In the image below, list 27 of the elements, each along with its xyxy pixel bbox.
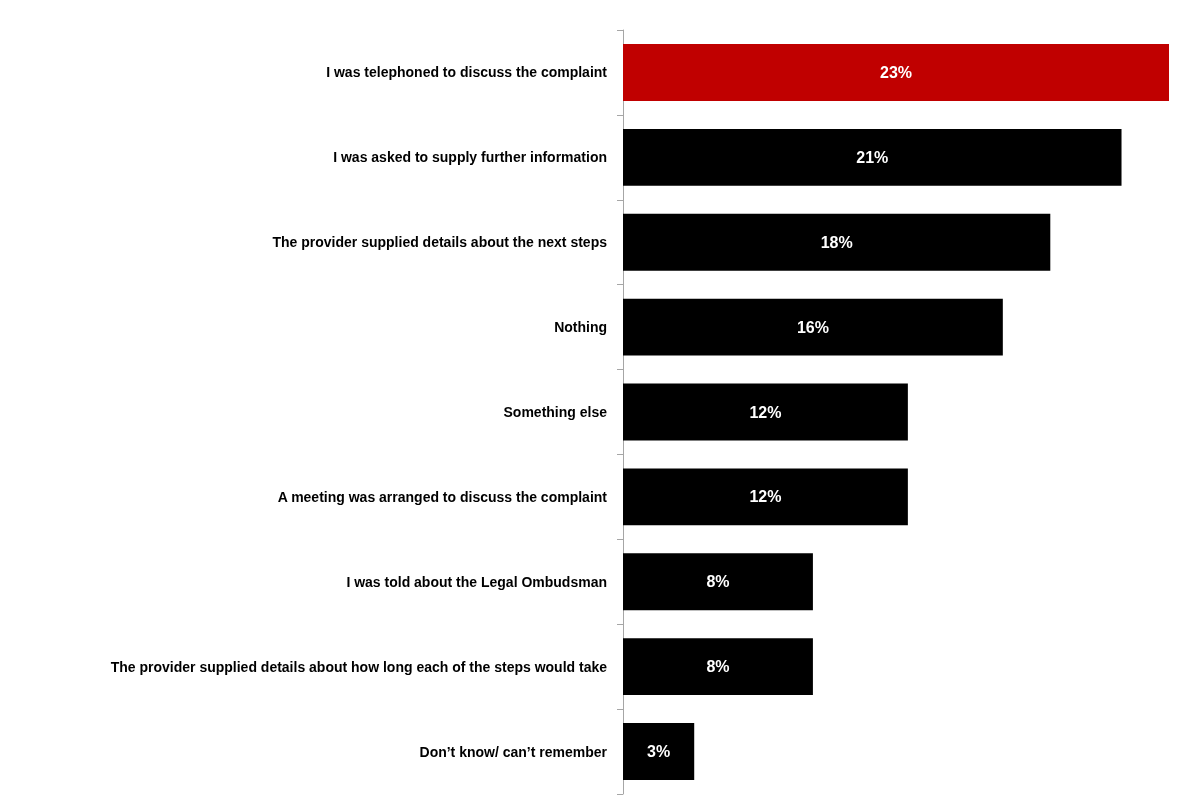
data-label: 16% (796, 318, 829, 336)
y-tick-label: A meeting was arranged to discuss the complaint (277, 488, 608, 505)
bar (623, 553, 813, 611)
data-label: 21% (856, 148, 889, 166)
bar (623, 128, 1122, 186)
data-label: 23% (879, 63, 913, 81)
y-tick-label: The provider supplied details about the next steps (272, 234, 608, 251)
y-tick-label: I was telephoned to discuss the complaint (326, 64, 608, 81)
data-label: 8% (706, 658, 730, 676)
y-tick-label: Don’t know/ can’t remember (419, 743, 608, 760)
bar (623, 468, 908, 526)
bar (623, 723, 695, 780)
y-tick-label: Nothing (554, 319, 607, 336)
bar (623, 638, 813, 696)
data-label: 12% (749, 403, 782, 421)
data-label: 8% (706, 573, 730, 591)
bar (623, 44, 1169, 101)
bar (623, 213, 1051, 271)
y-tick-label: The provider supplied details about how long each of the steps would take (110, 658, 608, 675)
data-label: 18% (820, 233, 853, 251)
data-label: 12% (749, 488, 782, 506)
bar (623, 383, 908, 441)
data-label: 3% (647, 743, 671, 761)
y-tick-label: I was asked to supply further information (333, 149, 607, 166)
y-tick-label: I was told about the Legal Ombudsman (346, 573, 607, 590)
bar (623, 298, 1003, 356)
y-tick-label: Something else (503, 404, 608, 420)
